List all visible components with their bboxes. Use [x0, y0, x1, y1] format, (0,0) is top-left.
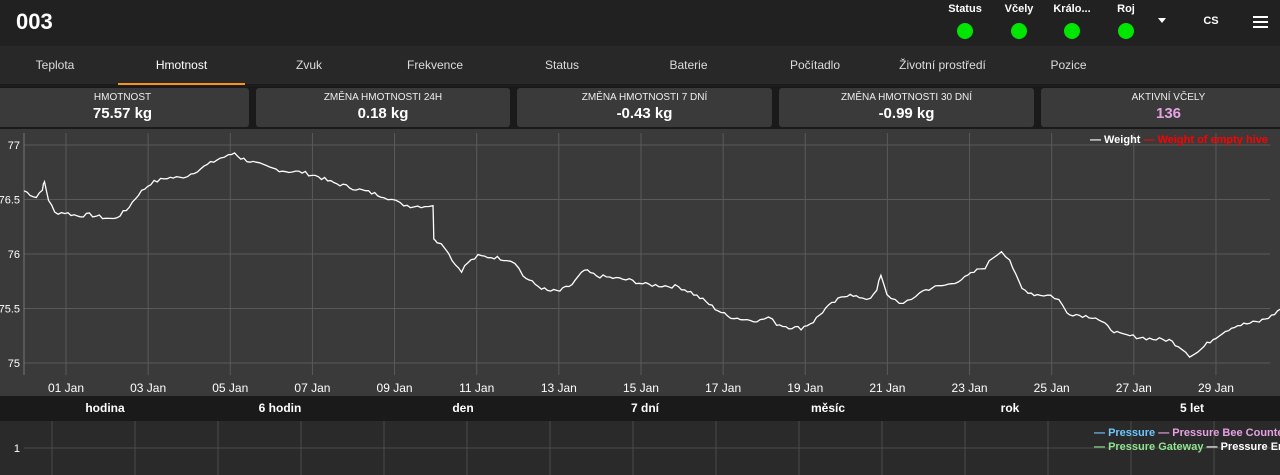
x-tick-label: 07 Jan	[294, 381, 330, 395]
indicator-swarm[interactable]: Roj	[1101, 3, 1151, 39]
y-tick-label: 76.5	[0, 195, 20, 207]
x-tick-label: 11 Jan	[459, 381, 494, 395]
range-hour[interactable]: hodina	[85, 401, 125, 415]
status-dot	[1011, 23, 1027, 39]
x-tick-label: 29 Jan	[1198, 381, 1234, 395]
weight-chart[interactable]: 01 Jan 03 Jan 05 Jan 07 Jan 09 Jan 11 Jan 13 J…	[0, 129, 1280, 396]
weight-legend[interactable]: — Weight — Weight of empty hive	[1090, 134, 1268, 146]
range-7-days[interactable]: 7 dní	[630, 401, 659, 415]
pressure-legend-row-1: — Pressure — Pressure Bee Counter	[1094, 427, 1280, 439]
y-tick-label: 75	[8, 358, 20, 370]
status-dot	[957, 23, 973, 39]
hamburger-menu-icon[interactable]	[1253, 16, 1268, 28]
x-tick-label: 27 Jan	[1116, 381, 1152, 395]
pressure-chart[interactable]: 1 — Pressure — Pressure Bee Counter — Pr…	[0, 421, 1280, 475]
tab-battery[interactable]: Baterie	[669, 58, 708, 72]
indicator-queen[interactable]: Králo...	[1047, 3, 1097, 39]
tab-bar: Teplota Hmotnost Zvuk Frekvence Status B…	[0, 46, 1280, 85]
status-dot	[1064, 23, 1080, 39]
tab-status[interactable]: Status	[544, 58, 580, 72]
indicator-label: Status	[948, 3, 982, 15]
x-tick-label: 23 Jan	[952, 381, 988, 395]
tab-sound[interactable]: Zvuk	[295, 58, 322, 72]
kpi-card-change-30d: ZMĚNA HMOTNOSTI 30 DNÍ -0.99 kg	[779, 88, 1034, 127]
y-tick-label: 76	[8, 249, 20, 261]
weight-chart-svg[interactable]: 01 Jan 03 Jan 05 Jan 07 Jan 09 Jan 11 Jan 13 J…	[0, 129, 1280, 396]
kpi-card-change-24h: ZMĚNA HMOTNOSTI 24H 0.18 kg	[256, 88, 510, 127]
time-range-selector: hodina 6 hodin den 7 dní měsíc rok 5 let	[0, 396, 1280, 421]
kpi-card-weight: HMOTNOST 75.57 kg	[0, 88, 249, 127]
kpi-label: ZMĚNA HMOTNOSTI 24H	[323, 92, 443, 103]
x-tick-label: 15 Jan	[623, 381, 659, 395]
tab-weight[interactable]: Hmotnost	[118, 46, 245, 85]
kpi-card-active-bees: AKTIVNÍ VČELY 136	[1041, 88, 1280, 127]
indicator-label: Včely	[1004, 3, 1034, 15]
kpi-value: 75.57 kg	[92, 105, 153, 122]
kpi-row: HMOTNOST 75.57 kg ZMĚNA HMOTNOSTI 24H 0.…	[0, 86, 1280, 130]
x-tick-label: 17 Jan	[705, 381, 741, 395]
x-tick-label: 21 Jan	[869, 381, 905, 395]
kpi-value: -0.99 kg	[878, 105, 935, 122]
range-day[interactable]: den	[452, 401, 474, 415]
y-tick-label: 1	[14, 443, 20, 455]
x-tick-label: 19 Jan	[787, 381, 823, 395]
kpi-label: ZMĚNA HMOTNOSTI 7 DNÍ	[581, 92, 708, 103]
legend-pressure-environment[interactable]: Pressure Environment	[1220, 441, 1280, 453]
status-dot	[1118, 23, 1134, 39]
caret-down-icon[interactable]	[1158, 18, 1166, 23]
x-tick-label: 05 Jan	[212, 381, 248, 395]
x-tick-label: 13 Jan	[541, 381, 577, 395]
pressure-chart-svg[interactable]: 1	[0, 421, 1280, 475]
tab-environment[interactable]: Životní prostředí	[899, 58, 986, 72]
kpi-card-change-7d: ZMĚNA HMOTNOSTI 7 DNÍ -0.43 kg	[517, 88, 772, 127]
kpi-label: AKTIVNÍ VČELY	[1131, 92, 1206, 103]
indicator-status[interactable]: Status	[940, 3, 990, 39]
legend-pressure[interactable]: Pressure	[1108, 427, 1156, 439]
tab-counter[interactable]: Počítadlo	[789, 58, 841, 72]
kpi-label: HMOTNOST	[93, 92, 152, 103]
range-5-years[interactable]: 5 let	[1179, 401, 1204, 415]
x-tick-label: 01 Jan	[48, 381, 84, 395]
range-year[interactable]: rok	[1000, 401, 1020, 415]
kpi-value: -0.43 kg	[616, 105, 673, 122]
hive-title: 003	[16, 9, 53, 34]
weight-series-line[interactable]	[23, 152, 1280, 358]
y-tick-label: 75.5	[0, 304, 20, 316]
indicator-label: Roj	[1117, 3, 1135, 15]
x-tick-label: 03 Jan	[130, 381, 166, 395]
y-tick-label: 77	[8, 140, 20, 152]
legend-pressure-gateway[interactable]: Pressure Gateway	[1108, 441, 1204, 453]
tab-temperature[interactable]: Teplota	[35, 58, 75, 72]
x-tick-label: 09 Jan	[377, 381, 413, 395]
tab-frequency[interactable]: Frekvence	[406, 58, 464, 72]
indicator-bees[interactable]: Včely	[994, 3, 1044, 39]
top-bar: 003 Status Včely Králo... Roj CS	[0, 0, 1280, 46]
range-month[interactable]: měsíc	[810, 401, 846, 415]
kpi-label: ZMĚNA HMOTNOSTI 30 DNÍ	[840, 92, 973, 103]
language-selector[interactable]: CS	[1203, 15, 1219, 27]
range-6-hours[interactable]: 6 hodin	[258, 401, 302, 415]
x-tick-label: 25 Jan	[1034, 381, 1070, 395]
kpi-value: 136	[1155, 105, 1182, 122]
tab-position[interactable]: Pozice	[1050, 58, 1087, 72]
kpi-value: 0.18 kg	[357, 105, 409, 122]
pressure-legend-row-2: — Pressure Gateway — Pressure Environmen…	[1094, 441, 1280, 453]
indicator-label: Králo...	[1053, 3, 1091, 15]
legend-pressure-bee-counter[interactable]: Pressure Bee Counter	[1172, 427, 1280, 439]
